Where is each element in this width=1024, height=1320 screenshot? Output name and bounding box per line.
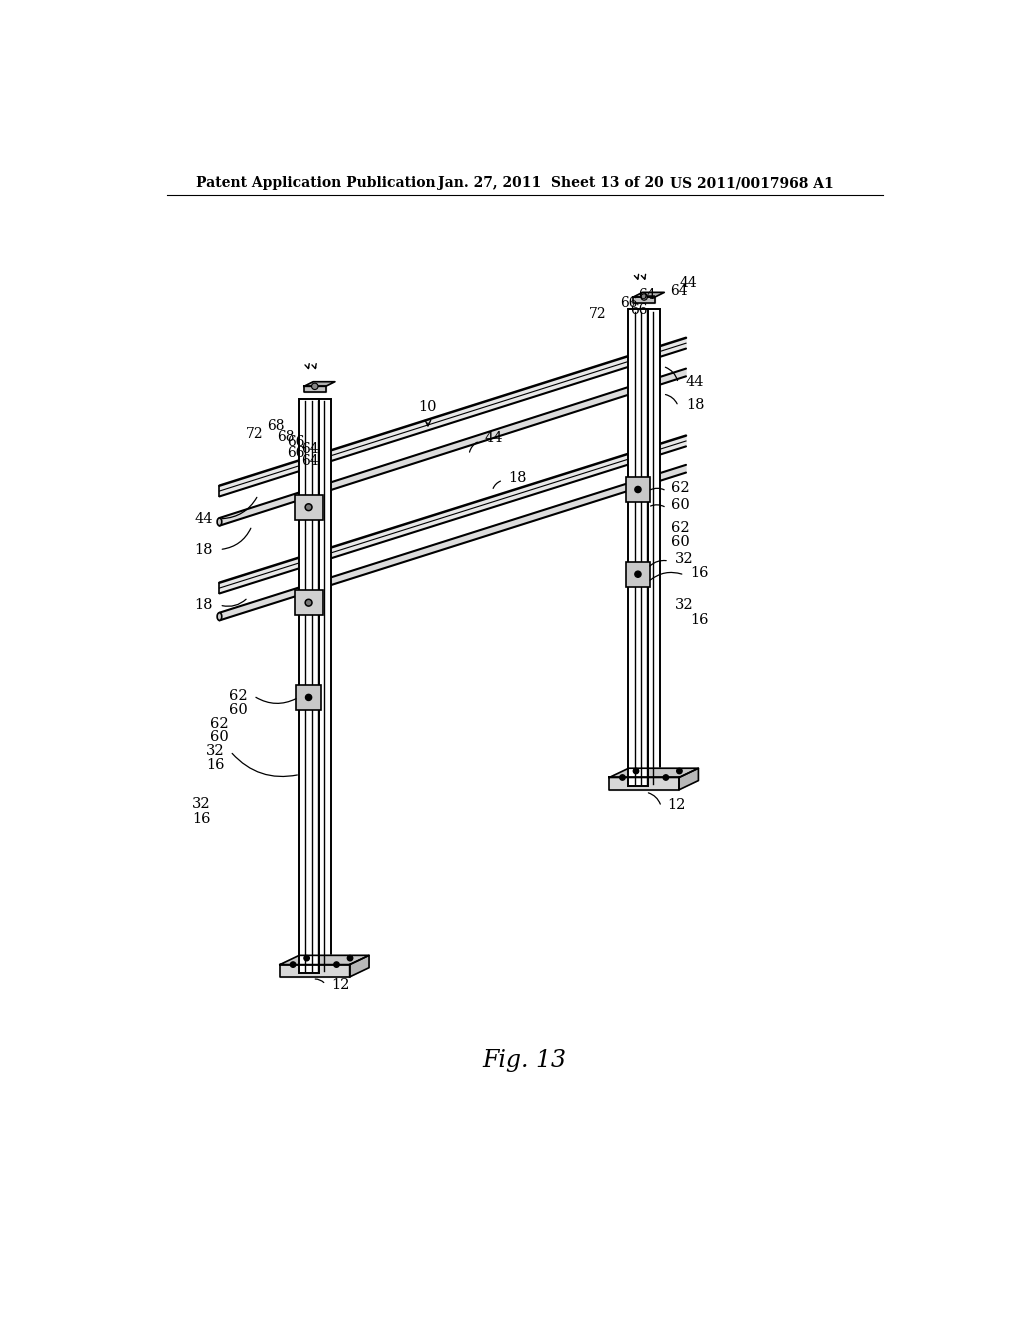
Text: 64: 64 — [301, 442, 318, 457]
Text: 18: 18 — [686, 397, 705, 412]
Text: 66: 66 — [287, 446, 305, 459]
Polygon shape — [609, 768, 698, 777]
Text: 32: 32 — [193, 797, 211, 810]
Circle shape — [311, 383, 317, 389]
Text: 44: 44 — [195, 512, 213, 525]
Bar — [628, 309, 648, 785]
Text: 60: 60 — [210, 730, 228, 744]
Text: 60: 60 — [671, 535, 689, 549]
Text: 32: 32 — [675, 552, 694, 566]
Text: 44: 44 — [484, 430, 503, 445]
Polygon shape — [219, 465, 686, 620]
Bar — [311, 399, 331, 973]
Polygon shape — [349, 956, 369, 977]
Circle shape — [305, 694, 311, 701]
Text: 62: 62 — [229, 689, 248, 702]
Text: 16: 16 — [193, 812, 211, 826]
Text: 66: 66 — [621, 296, 638, 310]
Circle shape — [313, 384, 316, 388]
Text: 32: 32 — [675, 598, 694, 612]
Bar — [296, 685, 321, 710]
Text: 18: 18 — [195, 543, 213, 557]
Bar — [626, 562, 650, 586]
Bar — [295, 495, 323, 520]
Text: 44: 44 — [686, 375, 705, 388]
Text: 72: 72 — [590, 308, 607, 321]
Text: Jan. 27, 2011  Sheet 13 of 20: Jan. 27, 2011 Sheet 13 of 20 — [438, 176, 664, 190]
Text: 72: 72 — [246, 428, 263, 441]
Bar — [626, 478, 650, 502]
Text: 10: 10 — [419, 400, 437, 414]
Text: 60: 60 — [671, 498, 689, 512]
Text: 16: 16 — [690, 566, 709, 579]
Text: 16: 16 — [207, 758, 225, 772]
Circle shape — [642, 296, 646, 298]
Text: 60: 60 — [229, 702, 248, 717]
Text: 62: 62 — [671, 521, 689, 535]
Circle shape — [664, 775, 669, 780]
Text: 66: 66 — [630, 304, 648, 317]
Text: 18: 18 — [508, 471, 526, 484]
Text: 64: 64 — [671, 284, 688, 298]
Circle shape — [291, 962, 296, 968]
Ellipse shape — [217, 612, 222, 620]
Text: US 2011/0017968 A1: US 2011/0017968 A1 — [671, 176, 835, 190]
Text: 64: 64 — [638, 288, 655, 302]
Circle shape — [305, 599, 312, 606]
Text: 12: 12 — [668, 799, 686, 812]
Text: 68: 68 — [267, 418, 285, 433]
Text: 62: 62 — [671, 480, 689, 495]
Bar — [299, 399, 318, 973]
Circle shape — [620, 775, 626, 780]
Polygon shape — [280, 965, 349, 977]
Text: 32: 32 — [206, 744, 225, 758]
Text: 16: 16 — [690, 614, 709, 627]
Text: 12: 12 — [331, 978, 349, 991]
Polygon shape — [633, 297, 655, 304]
Circle shape — [641, 294, 647, 300]
Polygon shape — [679, 768, 698, 789]
Bar — [640, 309, 660, 785]
Polygon shape — [304, 387, 326, 392]
Circle shape — [304, 956, 309, 961]
Circle shape — [633, 768, 639, 774]
Circle shape — [635, 572, 641, 577]
Circle shape — [306, 506, 310, 510]
Polygon shape — [219, 338, 686, 496]
Polygon shape — [280, 956, 369, 965]
Text: 66: 66 — [287, 434, 305, 449]
Polygon shape — [633, 293, 665, 297]
Polygon shape — [609, 777, 679, 789]
Text: 44: 44 — [680, 276, 697, 290]
Bar — [295, 590, 323, 615]
Circle shape — [635, 486, 641, 492]
Text: Fig. 13: Fig. 13 — [482, 1049, 567, 1072]
Text: Patent Application Publication: Patent Application Publication — [197, 176, 436, 190]
Ellipse shape — [217, 517, 222, 525]
Polygon shape — [219, 436, 686, 594]
Polygon shape — [219, 368, 686, 525]
Circle shape — [677, 768, 682, 774]
Text: 62: 62 — [210, 717, 228, 731]
Circle shape — [306, 601, 310, 605]
Circle shape — [334, 962, 339, 968]
Text: 18: 18 — [195, 598, 213, 612]
Text: 64: 64 — [301, 454, 318, 469]
Text: 68: 68 — [278, 430, 295, 444]
Circle shape — [347, 956, 352, 961]
Polygon shape — [304, 381, 335, 387]
Circle shape — [305, 504, 312, 511]
